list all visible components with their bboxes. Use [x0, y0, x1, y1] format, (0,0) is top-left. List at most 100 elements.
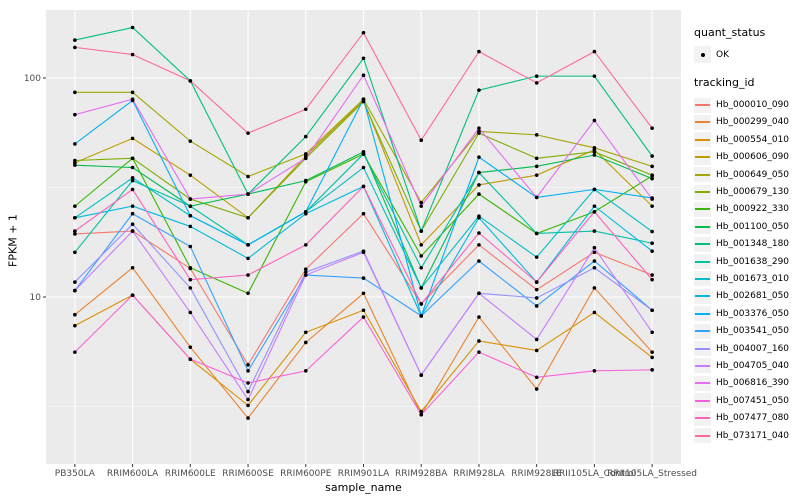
data-point	[534, 133, 539, 137]
legend-key-box	[694, 236, 711, 252]
data-point	[361, 211, 366, 216]
legend-key-line	[695, 243, 710, 246]
data-point	[534, 255, 539, 259]
data-point	[130, 136, 135, 141]
data-point	[650, 330, 654, 335]
data-point	[130, 204, 135, 208]
data-point	[188, 286, 193, 290]
legend-item: Hb_003376_050	[694, 305, 800, 322]
data-point	[477, 291, 481, 296]
legend-item: Hb_007451_050	[694, 392, 800, 409]
data-point	[534, 74, 539, 78]
legend-key-box	[694, 358, 711, 374]
data-point	[419, 302, 424, 306]
data-point	[592, 49, 597, 54]
legend-key-line	[695, 156, 710, 159]
legend-item: Hb_006816_390	[694, 375, 800, 392]
legend-block-tracking-id: tracking_id Hb_000010_090 Hb_000299_040 Hb…	[694, 76, 800, 444]
data-point	[534, 387, 539, 391]
x-tick-label: RRIM901LA	[338, 469, 390, 479]
data-point	[650, 229, 654, 234]
data-point	[130, 156, 135, 161]
legend-key-line	[695, 399, 710, 402]
data-point	[130, 265, 135, 270]
legend-key-box	[694, 184, 711, 200]
legend-item: Hb_000554_010	[694, 131, 800, 148]
data-point	[303, 156, 308, 161]
data-point	[477, 339, 481, 343]
legend-key-box	[694, 132, 711, 148]
data-point	[361, 308, 366, 313]
x-tick-label: RRIM928LA	[453, 469, 505, 479]
x-tick-label: RRIM600LE	[165, 469, 216, 479]
data-point	[73, 90, 77, 95]
data-point	[419, 204, 424, 208]
data-point	[477, 49, 481, 54]
legend-key-box	[694, 410, 711, 426]
legend-key-box	[694, 393, 711, 409]
legend-title-tracking-id: tracking_id	[694, 76, 755, 90]
data-point	[419, 412, 424, 417]
data-point	[534, 280, 539, 284]
data-point	[592, 187, 597, 192]
data-point	[130, 211, 135, 216]
data-point	[477, 259, 481, 263]
data-point	[419, 286, 424, 290]
data-point	[303, 270, 308, 274]
data-point	[650, 308, 654, 313]
data-point	[73, 142, 77, 146]
data-point	[477, 155, 481, 159]
data-point	[303, 209, 308, 214]
data-point	[246, 174, 250, 179]
data-point	[650, 154, 654, 158]
legend-item-label: Hb_000010_090	[716, 100, 790, 111]
data-point	[246, 192, 250, 196]
data-point	[303, 178, 308, 183]
data-point	[246, 416, 250, 420]
data-point	[534, 231, 539, 236]
y-axis-title: FPKM + 1	[6, 214, 20, 267]
legend-key-box	[694, 97, 711, 113]
legend-key-line	[695, 330, 710, 333]
data-point	[477, 88, 481, 92]
legend-key-line	[695, 138, 710, 141]
data-point	[650, 164, 654, 169]
legend-item: Hb_004007_160	[694, 340, 800, 357]
legend-key-line	[695, 312, 710, 315]
data-point	[73, 38, 77, 42]
legend-item: Hb_000649_050	[694, 166, 800, 183]
data-point	[650, 176, 654, 181]
data-point	[650, 241, 654, 246]
data-point	[246, 291, 250, 296]
x-tick-label: RRIM600PE	[280, 469, 332, 479]
data-point	[477, 315, 481, 319]
legend-key-line	[695, 417, 710, 420]
data-point	[419, 243, 424, 247]
data-point	[361, 97, 366, 102]
legend-key-line	[695, 121, 710, 124]
data-point	[534, 287, 539, 292]
legend-item-label: Hb_001638_290	[716, 256, 790, 267]
data-point	[534, 81, 539, 85]
legend-item: Hb_001638_290	[694, 253, 800, 270]
legend-item: Hb_073171_040	[694, 427, 800, 444]
data-point	[361, 184, 366, 189]
data-point	[130, 293, 135, 297]
data-point	[303, 243, 308, 247]
data-point	[188, 197, 193, 201]
data-point	[650, 277, 654, 282]
data-point	[303, 340, 308, 345]
data-point	[534, 173, 539, 177]
data-point	[130, 97, 135, 102]
data-point	[419, 409, 424, 414]
data-point	[130, 229, 135, 233]
data-point	[592, 259, 597, 263]
legend-item-label: Hb_001673_010	[716, 273, 790, 284]
legend-item: Hb_000922_330	[694, 201, 800, 218]
legend-item-label: Hb_006816_390	[716, 378, 790, 389]
legend-item: Hb_000606_090	[694, 149, 800, 166]
data-point	[246, 363, 250, 367]
data-point	[188, 79, 193, 83]
data-point	[419, 265, 424, 270]
